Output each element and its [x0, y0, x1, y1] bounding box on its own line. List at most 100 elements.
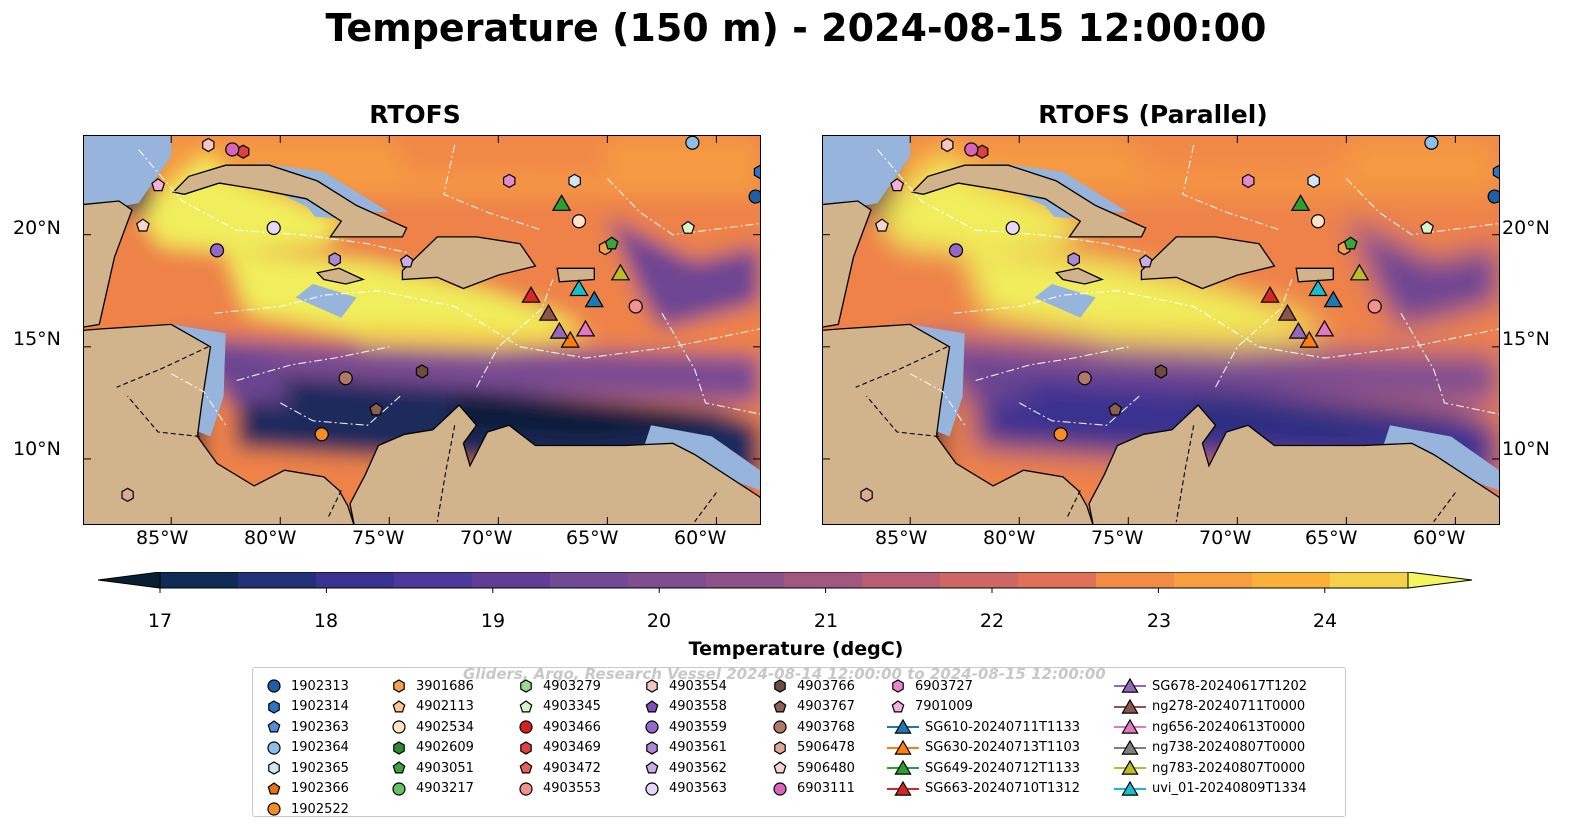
legend-hexagon-icon[interactable]	[520, 679, 532, 693]
marker-ng278-20240711T0000[interactable]	[1277, 303, 1298, 321]
marker-SG663-20240710T1312[interactable]	[521, 285, 541, 303]
marker-4903766[interactable]	[415, 364, 429, 379]
legend-triangle-icon[interactable]	[894, 780, 912, 796]
marker-4903563[interactable]	[266, 220, 281, 236]
marker-4903345[interactable]	[681, 220, 695, 234]
marker-4903766[interactable]	[1154, 364, 1168, 379]
legend-triangle-icon[interactable]	[894, 718, 912, 734]
marker-ng656-20240613T0000[interactable]	[1314, 319, 1335, 337]
marker-1902364[interactable]	[1424, 136, 1439, 150]
legend-pentagon-icon[interactable]	[519, 699, 533, 712]
marker-4903051[interactable]	[1343, 236, 1358, 250]
marker-1902313[interactable]	[1487, 189, 1499, 204]
legend-circle-icon[interactable]	[773, 720, 787, 734]
marker-1902314[interactable]	[753, 164, 760, 180]
marker-SG630-20240713T1103[interactable]	[1299, 330, 1319, 348]
marker-1902313[interactable]	[748, 189, 760, 204]
legend-triangle-icon[interactable]	[894, 739, 912, 755]
legend-circle-icon[interactable]	[267, 740, 281, 755]
marker-1902364[interactable]	[685, 136, 700, 150]
legend-circle-icon[interactable]	[645, 720, 659, 734]
marker-7901009[interactable]	[890, 178, 905, 192]
marker-ng278-20240711T0000[interactable]	[538, 303, 559, 321]
legend-pentagon-icon[interactable]	[392, 699, 406, 712]
marker-4903562[interactable]	[399, 254, 414, 268]
marker-1902365[interactable]	[1307, 173, 1320, 189]
legend-circle-icon[interactable]	[267, 679, 281, 693]
legend-pentagon-icon[interactable]	[267, 781, 281, 794]
marker-uvi_01-20240809T1334[interactable]	[569, 279, 589, 297]
marker-4903051[interactable]	[604, 236, 619, 250]
legend-hexagon-icon[interactable]	[774, 679, 786, 693]
marker-6903111[interactable]	[225, 142, 240, 157]
legend-triangle-icon[interactable]	[1121, 780, 1139, 796]
legend-hexagon-icon[interactable]	[268, 761, 280, 775]
marker-4903559[interactable]	[948, 243, 964, 258]
legend-triangle-icon[interactable]	[1121, 698, 1139, 714]
marker-4903563[interactable]	[1005, 220, 1020, 236]
marker-1902365[interactable]	[568, 173, 581, 189]
marker-SG649-20240712T1133[interactable]	[551, 194, 572, 211]
legend-pentagon-icon[interactable]	[645, 699, 659, 712]
marker-4903554[interactable]	[202, 137, 215, 153]
legend-circle-icon[interactable]	[519, 781, 533, 796]
legend-hexagon-icon[interactable]	[646, 740, 658, 755]
marker-1902522[interactable]	[1053, 427, 1068, 442]
marker-SG678-20240617T1202[interactable]	[549, 321, 570, 339]
legend-triangle-icon[interactable]	[894, 759, 912, 775]
marker-4903768[interactable]	[338, 371, 353, 386]
legend-pentagon-icon[interactable]	[519, 761, 533, 774]
legend-pentagon-icon[interactable]	[773, 761, 787, 774]
legend-hexagon-icon[interactable]	[268, 699, 280, 714]
marker-4903469[interactable]	[237, 144, 250, 159]
marker-4903469[interactable]	[976, 144, 989, 159]
legend-hexagon-icon[interactable]	[646, 679, 658, 693]
legend-circle-icon[interactable]	[392, 781, 406, 796]
legend-pentagon-icon[interactable]	[392, 761, 406, 774]
legend-triangle-icon[interactable]	[1121, 759, 1139, 775]
legend-triangle-icon[interactable]	[1121, 739, 1139, 755]
legend-hexagon-icon[interactable]	[774, 740, 786, 755]
marker-4903767[interactable]	[1108, 402, 1123, 416]
legend-circle-icon[interactable]	[267, 802, 281, 816]
legend-hexagon-icon[interactable]	[520, 740, 532, 755]
legend-pentagon-icon[interactable]	[645, 761, 659, 774]
legend-circle-icon[interactable]	[392, 720, 406, 734]
legend-circle-icon[interactable]	[519, 720, 533, 734]
marker-6903111[interactable]	[964, 142, 979, 157]
legend-circle-icon[interactable]	[645, 781, 659, 796]
legend-circle-icon[interactable]	[773, 781, 787, 796]
marker-4903767[interactable]	[369, 402, 384, 416]
marker-SG630-20240713T1103[interactable]	[560, 330, 580, 348]
marker-6903727[interactable]	[503, 173, 516, 189]
marker-4903768[interactable]	[1077, 371, 1092, 386]
marker-1902522[interactable]	[314, 427, 329, 442]
marker-SG678-20240617T1202[interactable]	[1288, 321, 1309, 339]
marker-4903553[interactable]	[628, 299, 643, 314]
marker-SG610-20240711T1133[interactable]	[1323, 290, 1343, 308]
legend-pentagon-icon[interactable]	[267, 720, 281, 733]
legend-hexagon-icon[interactable]	[393, 740, 405, 755]
legend-pentagon-icon[interactable]	[891, 699, 905, 712]
marker-5906480[interactable]	[135, 218, 150, 232]
legend-triangle-icon[interactable]	[1121, 677, 1139, 693]
marker-4903562[interactable]	[1138, 254, 1153, 268]
legend-triangle-icon[interactable]	[1121, 718, 1139, 734]
legend-hexagon-icon[interactable]	[393, 679, 405, 693]
marker-4902534[interactable]	[1310, 214, 1326, 229]
marker-4903559[interactable]	[209, 243, 225, 258]
marker-5906478[interactable]	[860, 487, 873, 502]
legend-hexagon-icon[interactable]	[892, 679, 904, 693]
marker-7901009[interactable]	[151, 178, 166, 192]
marker-SG663-20240710T1312[interactable]	[1260, 285, 1280, 303]
marker-ng783-20240807T0000[interactable]	[610, 263, 631, 281]
marker-4903553[interactable]	[1367, 299, 1382, 314]
legend-pentagon-icon[interactable]	[773, 699, 787, 712]
map-panel-rtofs-parallel[interactable]	[822, 135, 1500, 525]
marker-5906478[interactable]	[121, 487, 134, 502]
marker-4903345[interactable]	[1420, 220, 1434, 234]
marker-4903561[interactable]	[328, 252, 341, 267]
marker-5906480[interactable]	[874, 218, 889, 232]
marker-SG610-20240711T1133[interactable]	[584, 290, 604, 308]
map-panel-rtofs[interactable]	[83, 135, 761, 525]
